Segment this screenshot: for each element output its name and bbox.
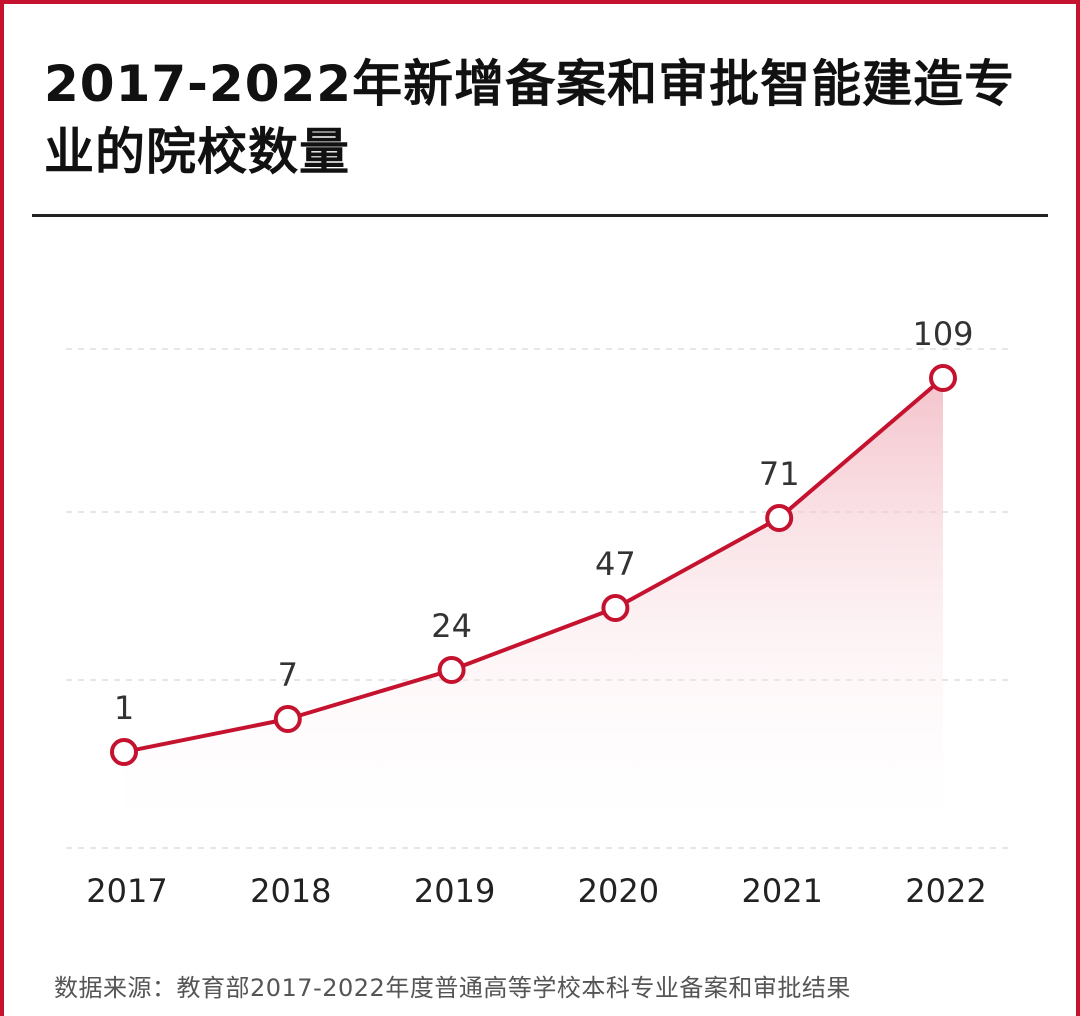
x-tick-label-2021: 2021 xyxy=(741,872,822,910)
point-layer xyxy=(110,364,957,766)
x-tick-label-2019: 2019 xyxy=(414,872,495,910)
title-divider xyxy=(32,214,1048,217)
data-label-2019: 24 xyxy=(431,607,472,645)
data-point-2021 xyxy=(765,504,794,532)
data-label-2020: 47 xyxy=(595,545,636,583)
data-label-2022: 109 xyxy=(912,315,973,353)
line-layer xyxy=(123,376,945,754)
series-area xyxy=(124,378,943,848)
area-layer xyxy=(124,378,943,848)
x-tick-label-2018: 2018 xyxy=(250,872,331,910)
x-tick-layer: 2017 2018 2019 2020 2021 2022 xyxy=(86,872,986,910)
data-point-2017 xyxy=(110,738,138,766)
x-tick-label-2017: 2017 xyxy=(86,872,167,910)
x-tick-label-2020: 2020 xyxy=(578,872,659,910)
page-title: 2017-2022年新增备案和审批智能建造专业的院校数量 xyxy=(44,55,1016,181)
x-tick-label-2022: 2022 xyxy=(905,872,986,910)
data-label-2021: 71 xyxy=(759,455,800,493)
data-label-layer: 1 7 24 47 71 109 xyxy=(114,315,974,727)
source-note: 数据来源：教育部2017-2022年度普通高等学校本科专业备案和审批结果 xyxy=(54,974,851,1002)
data-point-2019 xyxy=(437,656,466,684)
series-line xyxy=(123,376,945,754)
data-point-2020 xyxy=(601,594,630,622)
data-point-2018 xyxy=(273,705,302,733)
data-label-2018: 7 xyxy=(278,656,298,694)
data-point-2022 xyxy=(929,364,957,392)
data-label-2017: 1 xyxy=(114,689,134,727)
